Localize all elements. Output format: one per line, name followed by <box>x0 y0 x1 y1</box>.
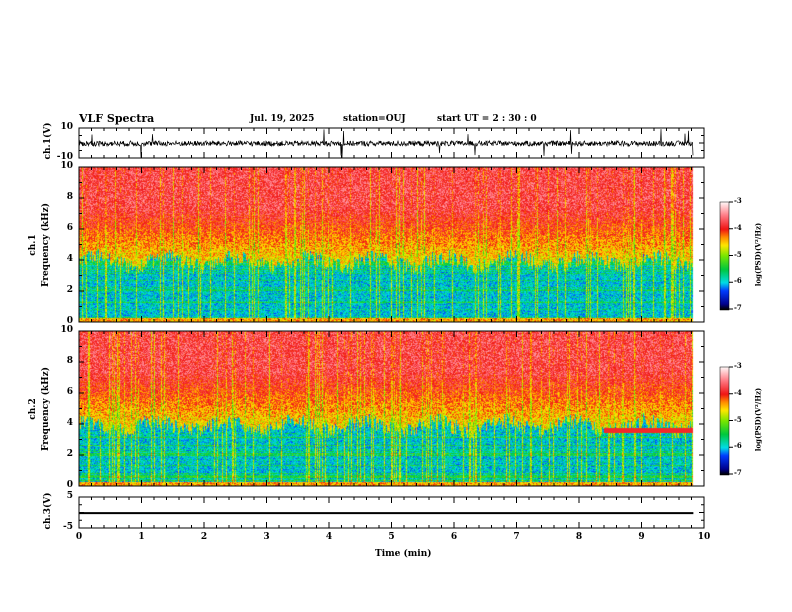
colorbar-tick-label: -7 <box>734 303 742 312</box>
date-label: Jul. 19, 2025 <box>250 114 315 124</box>
y-tick-label: 10 <box>60 161 73 171</box>
ch1-spec-channel-label: ch.1 <box>28 234 38 256</box>
y-tick-label: 0 <box>66 316 73 326</box>
ch1-colorbar-label: log(PSD)(V²/Hz) <box>753 222 763 287</box>
ch2-spec-freq-label: Frequency (kHz) <box>41 367 51 452</box>
x-tick-label: 7 <box>513 532 520 542</box>
start-time-label: start UT = 2 : 30 : 0 <box>437 114 537 124</box>
y-tick-label: 2 <box>66 449 73 459</box>
y-tick-label: 8 <box>66 192 73 202</box>
y-tick-label: 4 <box>66 418 73 428</box>
x-tick-label: 9 <box>638 532 645 542</box>
x-tick-label: 10 <box>697 532 711 542</box>
x-axis-label: Time (min) <box>375 549 432 559</box>
x-tick-label: 3 <box>263 532 270 542</box>
y-tick-label: 8 <box>66 356 73 366</box>
colorbar-tick-label: -3 <box>734 196 742 205</box>
s2-frame <box>78 330 705 487</box>
chart-title: VLF Spectra <box>79 112 155 125</box>
ch2-colorbar <box>720 367 729 475</box>
y-tick-label: 4 <box>66 254 73 264</box>
colorbar-tick-label: -4 <box>734 222 742 232</box>
ch1-waveform-line <box>78 129 694 158</box>
ch3-ylabel: ch.3(V) <box>43 492 53 530</box>
y-tick-label: 2 <box>66 285 73 295</box>
colorbar-tick-label: -6 <box>734 441 742 451</box>
s1-frame <box>78 166 705 323</box>
x-tick-label: 4 <box>325 532 333 542</box>
y-tick-label: 6 <box>66 223 73 233</box>
x-tick-label: 2 <box>200 532 208 542</box>
ch1-ylabel: ch.1(V) <box>43 122 53 160</box>
ch2-spectrogram <box>79 331 704 486</box>
colorbar-tick-label: -5 <box>734 414 742 424</box>
y-tick-label: 6 <box>66 387 73 397</box>
colorbar-frame <box>719 366 730 476</box>
x-tick-label: 6 <box>450 532 458 542</box>
ch2-spec-channel-label: ch.2 <box>28 398 38 420</box>
colorbar-tick-label: -4 <box>734 387 742 397</box>
ch1-colorbar <box>720 202 729 310</box>
ch2-colorbar-label: log(PSD)(V²/Hz) <box>753 387 763 452</box>
x-tick-label: 0 <box>75 532 83 542</box>
y-tick-label: -10 <box>56 152 73 162</box>
colorbar-tick-label: -6 <box>734 276 742 286</box>
ch1-spec-freq-label: Frequency (kHz) <box>41 203 51 288</box>
colorbar-tick-label: -3 <box>734 361 742 370</box>
station-label: station=OUJ <box>343 114 406 124</box>
x-tick-label: 8 <box>575 532 583 542</box>
ch1-spectrogram <box>79 167 704 322</box>
colorbar-tick-label: -5 <box>734 249 742 259</box>
y-tick-label: 5 <box>66 491 73 501</box>
x-tick-label: 5 <box>388 532 395 542</box>
y-tick-label: -5 <box>63 522 73 532</box>
colorbar-frame <box>719 201 730 311</box>
colorbar-tick-label: -7 <box>734 468 742 477</box>
x-tick-label: 1 <box>138 532 145 542</box>
y-tick-label: 10 <box>60 122 73 132</box>
y-tick-label: 10 <box>60 325 73 335</box>
y-tick-label: 0 <box>66 480 73 490</box>
